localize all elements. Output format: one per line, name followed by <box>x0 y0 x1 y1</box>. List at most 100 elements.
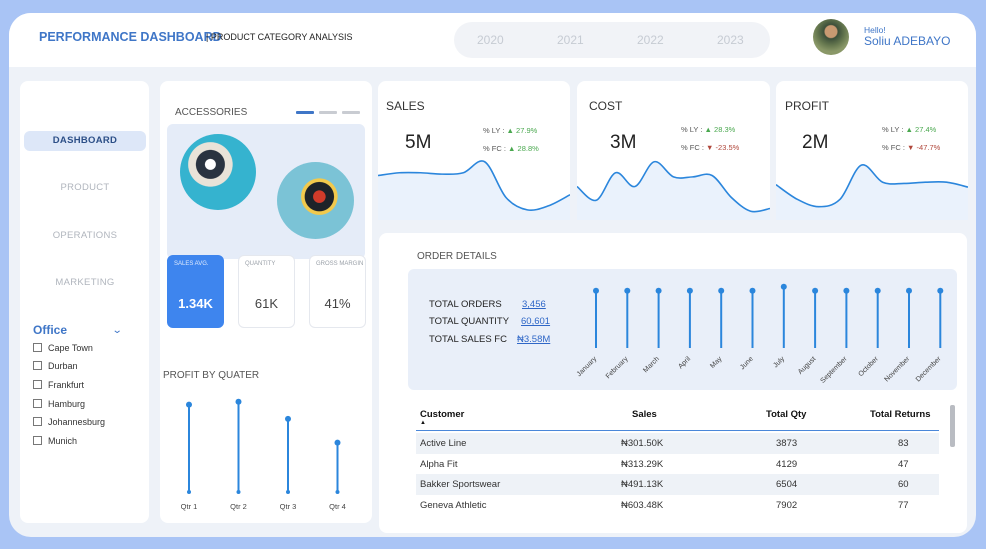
carousel-dot-active[interactable] <box>296 111 314 114</box>
year-2020-button[interactable]: 2020 <box>477 33 504 47</box>
gross-margin-card[interactable]: GROSS MARGIN 41% <box>309 255 366 328</box>
sales-avg-card[interactable]: SALES AVG. 1.34K <box>167 255 224 328</box>
arrow-up-icon: ▲ <box>704 125 712 134</box>
office-option[interactable]: Munich <box>33 436 77 446</box>
checkbox[interactable] <box>33 343 42 352</box>
office-option[interactable]: Johannesburg <box>33 417 105 427</box>
lollipop-point[interactable] <box>906 287 912 294</box>
table-row[interactable]: Geneva Athletic ₦603.48K 7902 77 <box>416 495 939 516</box>
sparkline-area <box>776 164 968 220</box>
greeting: Hello! <box>864 25 886 35</box>
column-header-total-returns[interactable]: Total Returns <box>870 409 931 420</box>
header-divider <box>416 430 939 431</box>
lollipop-point[interactable] <box>937 287 944 294</box>
lollipop-point[interactable] <box>624 287 631 294</box>
lollipop-point[interactable] <box>718 287 725 294</box>
axis-label: August <box>797 356 817 376</box>
column-header-customer[interactable]: Customer <box>420 409 464 420</box>
lollipop-point[interactable] <box>186 401 192 408</box>
checkbox[interactable] <box>33 380 42 389</box>
kpi-title: COST <box>589 99 623 113</box>
fc-delta: % FC : ▼ -47.7% <box>882 143 940 152</box>
checkbox[interactable] <box>33 417 42 426</box>
column-header-total-qty[interactable]: Total Qty <box>766 409 807 420</box>
sports-gear-image <box>277 162 354 239</box>
nav-dashboard[interactable]: DASHBOARD <box>24 131 146 151</box>
arrow-up-icon: ▲ <box>905 125 913 134</box>
checkbox[interactable] <box>33 399 42 408</box>
table-row[interactable]: Active Line ₦301.50K 3873 83 <box>416 433 939 454</box>
table-scrollbar[interactable] <box>950 405 955 447</box>
sparkline-area <box>378 160 570 220</box>
checkbox[interactable] <box>33 436 42 445</box>
office-filter-title[interactable]: Office <box>33 323 68 337</box>
office-option[interactable]: Durban <box>33 361 78 371</box>
order-details-title: ORDER DETAILS <box>417 251 497 262</box>
checkbox[interactable] <box>33 361 42 370</box>
lollipop-point[interactable] <box>593 287 599 294</box>
year-2021-button[interactable]: 2021 <box>557 33 584 47</box>
total-quantity-label: TOTAL QUANTITY <box>429 316 510 327</box>
office-option[interactable]: Frankfurt <box>33 380 84 390</box>
sort-asc-icon[interactable]: ▲ <box>420 420 426 426</box>
office-label: Frankfurt <box>48 380 85 390</box>
delta-value: 27.4% <box>915 125 937 134</box>
total-orders-value[interactable]: 3,456 <box>522 299 546 310</box>
delta-value: -23.5% <box>715 143 740 152</box>
total-sales-fc-value[interactable]: ₦3.58M <box>517 334 551 345</box>
axis-label: July <box>772 355 786 369</box>
cell-customer: Bakker Sportswear <box>420 479 501 490</box>
axis-label: Qtr 2 <box>230 502 247 511</box>
office-label: Hamburg <box>48 399 86 409</box>
axis-label: March <box>642 356 661 375</box>
lollipop-point[interactable] <box>812 287 819 294</box>
monthly-orders-chart: January February March April May June July Augu… <box>576 283 944 385</box>
office-option[interactable]: Hamburg <box>33 399 85 409</box>
lollipop-point[interactable] <box>749 287 756 294</box>
quantity-card[interactable]: QUANTITY 61K <box>238 255 295 328</box>
column-header-sales[interactable]: Sales <box>632 409 657 420</box>
table-row[interactable]: Alpha Fit ₦313.29K 4129 47 <box>416 454 939 475</box>
total-quantity-value[interactable]: 60,601 <box>521 316 551 327</box>
lollipop-point[interactable] <box>780 283 787 290</box>
carousel-dot[interactable] <box>319 111 337 114</box>
chevron-down-icon[interactable]: ⌄ <box>111 325 123 336</box>
lollipop-point[interactable] <box>655 287 662 294</box>
card-value: 61K <box>254 296 279 311</box>
axis-label: September <box>820 355 850 385</box>
profit-sparkline <box>776 164 968 220</box>
kpi-value: 2M <box>802 132 829 153</box>
office-option[interactable]: Cape Town <box>33 343 93 353</box>
delta-value: 28.8% <box>517 144 539 153</box>
lollipop-point[interactable] <box>843 287 850 294</box>
category-panel: ACCESSORIES SALES AVG. 1.34K QUANTITY 61… <box>160 81 372 523</box>
office-label: Munich <box>48 436 78 446</box>
nav-operations[interactable]: OPERATIONS <box>52 230 118 241</box>
axis-label: May <box>709 355 724 370</box>
lollipop-point[interactable] <box>285 415 291 422</box>
kpi-value: 5M <box>405 132 432 153</box>
table-row[interactable]: Bakker Sportswear ₦491.13K 6504 60 <box>416 474 939 495</box>
order-details-panel: ORDER DETAILS TOTAL ORDERS 3,456 TOTAL Q… <box>379 233 967 533</box>
order-totals-box: TOTAL ORDERS 3,456 TOTAL QUANTITY 60,601… <box>408 269 957 390</box>
lollipop-point[interactable] <box>334 439 341 446</box>
axis-label: November <box>884 355 912 383</box>
year-2023-button[interactable]: 2023 <box>717 33 744 47</box>
year-2022-button[interactable]: 2022 <box>637 33 664 47</box>
product-image-area <box>167 124 365 259</box>
card-value: 41% <box>324 296 351 311</box>
delta-value: -47.7% <box>916 143 941 152</box>
nav-marketing[interactable]: MARKETING <box>55 277 115 288</box>
cell-total-returns: 77 <box>898 499 909 511</box>
profit-by-quarter-chart: Qtr 1 Qtr 2 Qtr 3 Qtr 4 <box>181 398 346 511</box>
ly-delta: % LY : ▲ 28.3% <box>681 125 735 134</box>
cell-total-returns: 60 <box>898 479 909 490</box>
lollipop-point[interactable] <box>874 287 881 294</box>
nav-product[interactable]: PRODUCT <box>60 182 110 193</box>
page-title: PERFORMANCE DASHBOARD <box>39 30 222 44</box>
lollipop-point[interactable] <box>686 287 693 294</box>
sparkline-area <box>577 161 770 220</box>
carousel-dot[interactable] <box>342 111 360 114</box>
header-label: Customer <box>420 409 465 420</box>
lollipop-point[interactable] <box>235 398 242 405</box>
